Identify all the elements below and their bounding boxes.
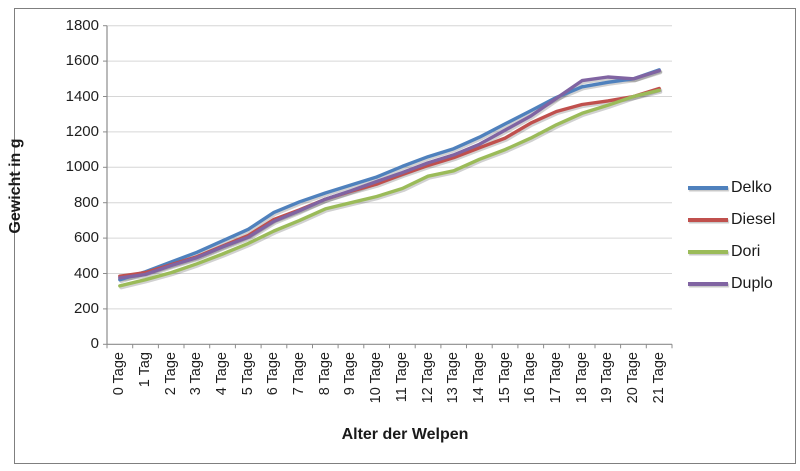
series-shadow-dori [119, 90, 663, 290]
legend-line-swatch [688, 218, 728, 222]
y-axis-tick-label: 400 [73, 264, 99, 282]
x-axis-tick-label: 1 Tag [137, 352, 154, 388]
x-axis-tick-label: 17 Tage [547, 352, 564, 404]
y-axis-tick-label: 1600 [65, 52, 99, 70]
x-axis-tick-label: 13 Tage [445, 352, 462, 404]
x-axis-tick-label: 9 Tage [342, 352, 359, 396]
legend-item-dori: Dori [688, 236, 792, 268]
x-axis-tick-label: 11 Tage [393, 352, 410, 403]
x-axis-tick-label: 5 Tage [239, 352, 256, 396]
x-axis-tick-label: 21 Tage [650, 352, 667, 404]
x-axis-tick-label: 10 Tage [368, 352, 385, 404]
x-axis-tick-label: 19 Tage [599, 352, 616, 404]
legend-item-delko: Delko [688, 172, 792, 204]
x-axis-tick-label: 18 Tage [573, 352, 590, 404]
legend-line-swatch [688, 250, 728, 254]
figure-border [14, 8, 796, 464]
series-line-duplo [118, 69, 661, 280]
legend-line-swatch [688, 282, 728, 286]
x-axis-tick-label: 8 Tage [316, 352, 333, 396]
series-line-dori [118, 88, 661, 288]
x-axis-tick-label: 0 Tage [111, 352, 128, 396]
y-axis-tick-label: 200 [73, 299, 99, 317]
x-axis-tick-label: 3 Tage [188, 352, 205, 396]
x-axis-tick-label: 7 Tage [291, 352, 308, 396]
x-axis-tick-label: 4 Tage [214, 352, 231, 396]
x-axis-tick-label: 12 Tage [419, 352, 436, 404]
y-axis-tick-label: 0 [90, 335, 99, 353]
x-axis-tick-label: 14 Tage [470, 352, 487, 404]
series-shadow-delko [119, 69, 663, 284]
legend-item-diesel: Diesel [688, 204, 792, 236]
y-axis-tick-label: 1400 [65, 87, 99, 105]
x-axis-title: Alter der Welpen [341, 426, 469, 443]
x-axis-tick-label: 20 Tage [624, 352, 641, 404]
legend-label: Dori [731, 243, 761, 260]
legend-item-duplo: Duplo [688, 268, 792, 300]
y-axis-tick-label: 800 [73, 193, 99, 211]
legend-line-swatch [688, 186, 728, 190]
x-axis-tick-label: 15 Tage [496, 352, 513, 404]
y-axis-tick-label: 1000 [65, 158, 99, 176]
series-line-delko [118, 68, 661, 282]
legend-label: Delko [731, 179, 772, 196]
x-axis-tick-label: 6 Tage [265, 352, 282, 396]
y-axis-tick-label: 1800 [65, 16, 99, 34]
y-axis-title: Gewicht in g [7, 138, 24, 234]
x-axis-tick-label: 2 Tage [162, 352, 179, 396]
y-axis-tick-label: 1200 [65, 122, 99, 140]
legend-label: Diesel [731, 211, 776, 228]
x-axis-tick-label: 16 Tage [522, 352, 539, 404]
legend-label: Duplo [731, 275, 773, 292]
y-axis-tick-label: 600 [73, 229, 99, 247]
chart-legend: Delko Diesel Dori Duplo [688, 172, 792, 300]
